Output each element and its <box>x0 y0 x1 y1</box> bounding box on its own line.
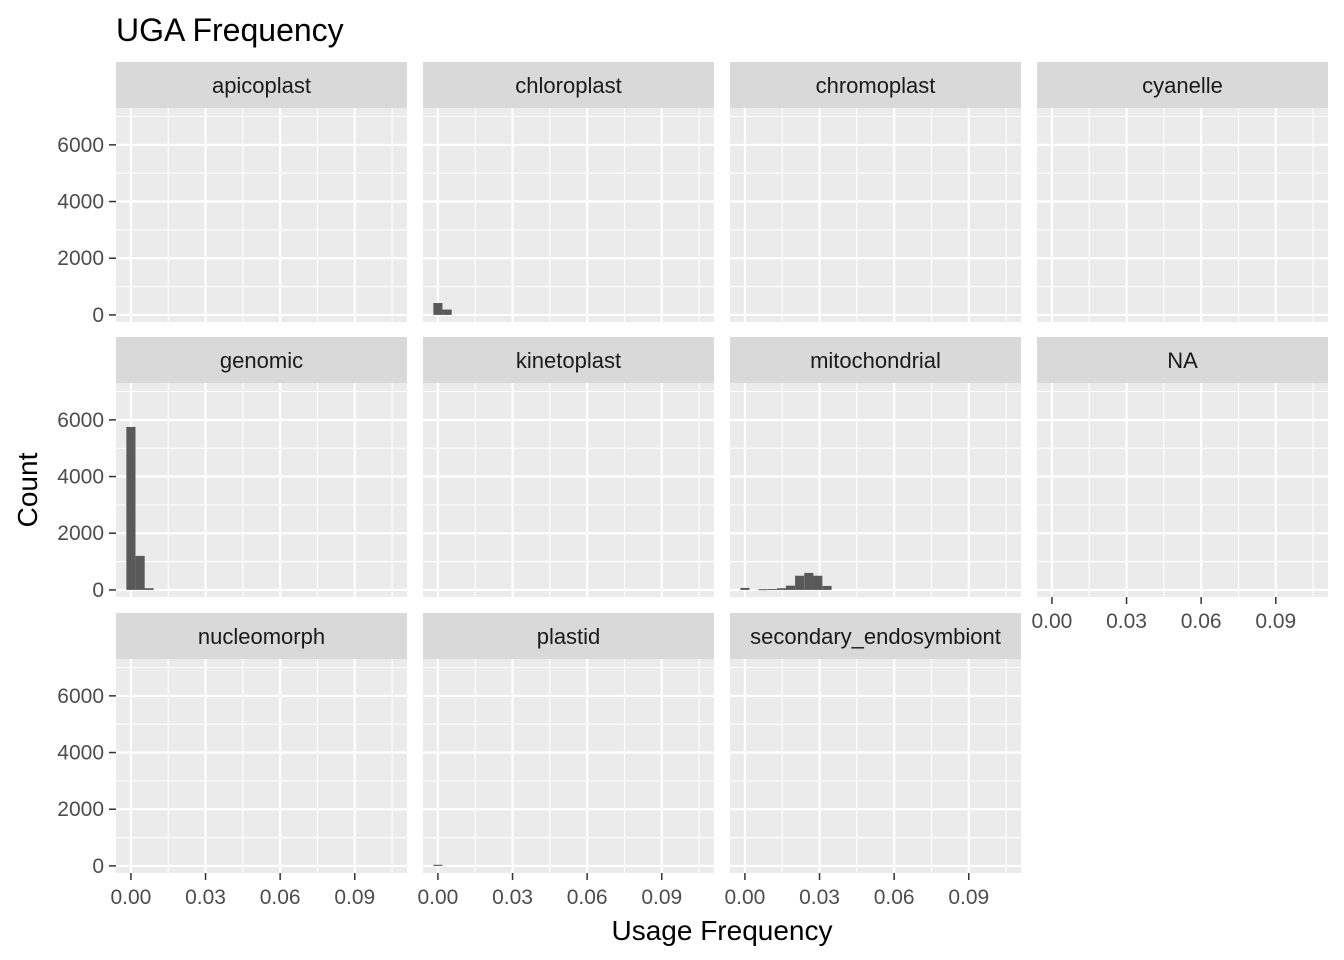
x-tick-label: 0.03 <box>1106 610 1147 633</box>
facet-strip-label: kinetoplast <box>516 348 621 373</box>
panel-background <box>730 383 1021 597</box>
y-axis-title: Count <box>12 452 43 527</box>
x-tick-label: 0.00 <box>110 886 151 909</box>
y-tick-label: 4000 <box>57 191 104 214</box>
panel-background <box>423 108 714 322</box>
panel-background <box>116 383 407 597</box>
histogram-bar <box>758 589 768 591</box>
y-tick-label: 6000 <box>57 409 104 432</box>
facet-plastid: plastid 0.00 0.03 0.06 0.09 <box>417 613 714 909</box>
panel-background <box>730 108 1021 322</box>
x-tick-label: 0.00 <box>1031 610 1072 633</box>
facet-apicoplast: apicoplast 0 2000 4000 6000 <box>57 62 407 327</box>
y-tick-label: 4000 <box>57 742 104 765</box>
facet-strip <box>423 613 714 659</box>
x-tick-label: 0.09 <box>641 886 682 909</box>
x-tick-label: 0.03 <box>492 886 533 909</box>
y-tick-label: 2000 <box>57 798 104 821</box>
panel-background <box>730 659 1021 873</box>
facet-genomic: genomic 0 2000 4000 6000 <box>57 337 407 602</box>
panel-background <box>1037 383 1328 597</box>
x-tick-label: 0.00 <box>724 886 765 909</box>
histogram-bar <box>785 585 796 590</box>
x-tick-label: 0.06 <box>874 886 915 909</box>
facet-strip-label: mitochondrial <box>810 348 941 373</box>
histogram-bar <box>144 588 154 590</box>
facet-strip-label: nucleomorph <box>198 624 325 649</box>
facet-strip-label: genomic <box>220 348 303 373</box>
y-tick-label: 0 <box>92 304 104 327</box>
histogram-bar <box>804 572 814 590</box>
panel-background <box>423 383 714 597</box>
panel-background <box>116 659 407 873</box>
histogram-bar <box>813 575 823 590</box>
x-tick-label: 0.09 <box>948 886 989 909</box>
histogram-bar <box>767 589 777 591</box>
histogram-bar <box>795 575 805 590</box>
histogram-bar <box>433 303 443 315</box>
x-tick-label: 0.00 <box>417 886 458 909</box>
histogram-bar <box>442 309 452 315</box>
histogram-bar <box>126 426 136 590</box>
histogram-bar <box>433 864 443 866</box>
facet-strip <box>116 337 407 383</box>
facet-kinetoplast: kinetoplast <box>423 337 714 597</box>
facet-strip-label: cyanelle <box>1142 73 1223 98</box>
facet-strip <box>116 613 407 659</box>
y-tick-label: 0 <box>92 855 104 878</box>
y-tick-label: 2000 <box>57 247 104 270</box>
facet-strip <box>730 613 1021 659</box>
panel-background <box>1037 108 1328 322</box>
facet-strip <box>1037 62 1328 108</box>
facet-panels: apicoplast 0 2000 4000 6000 chloroplast chromo… <box>57 62 1328 909</box>
histogram-bar <box>822 585 832 590</box>
y-tick-label: 6000 <box>57 134 104 157</box>
facet-strip-label: chromoplast <box>816 73 936 98</box>
facet-strip-label: apicoplast <box>212 73 311 98</box>
facet-strip <box>423 62 714 108</box>
facet-mitochondrial: mitochondrial <box>730 337 1021 597</box>
histogram-bar <box>776 588 787 590</box>
facet-strip <box>423 337 714 383</box>
y-tick-label: 4000 <box>57 466 104 489</box>
facet-strip <box>730 62 1021 108</box>
facet-cyanelle: cyanelle <box>1037 62 1328 322</box>
chart-title: UGA Frequency <box>116 12 344 48</box>
facet-strip-label: secondary_endosymbiont <box>750 624 1001 649</box>
panel-background <box>423 659 714 873</box>
x-axis-title: Usage Frequency <box>611 915 832 946</box>
x-tick-label: 0.03 <box>799 886 840 909</box>
facet-nucleomorph: nucleomorph 0 2000 4000 6000 0.00 0.03 0.06 0.09 <box>57 613 407 909</box>
panel-background <box>116 108 407 322</box>
x-tick-label: 0.09 <box>334 886 375 909</box>
x-tick-label: 0.06 <box>567 886 608 909</box>
y-tick-label: 6000 <box>57 685 104 708</box>
facet-strip <box>730 337 1021 383</box>
x-tick-label: 0.09 <box>1255 610 1296 633</box>
histogram-bar <box>740 587 750 590</box>
histogram-bar <box>135 555 145 590</box>
x-tick-label: 0.06 <box>1181 610 1222 633</box>
facet-strip <box>1037 337 1328 383</box>
facet-chromoplast: chromoplast <box>730 62 1021 322</box>
facet-na: NA 0.00 0.03 0.06 0.09 <box>1031 337 1328 633</box>
y-tick-label: 2000 <box>57 522 104 545</box>
facet-secondary_endosymbiont: secondary_endosymbiont 0.00 0.03 0.06 0.09 <box>724 613 1021 909</box>
facet-chloroplast: chloroplast <box>423 62 714 322</box>
x-tick-label: 0.06 <box>260 886 301 909</box>
x-tick-label: 0.03 <box>185 886 226 909</box>
y-tick-label: 0 <box>92 579 104 602</box>
facet-strip-label: plastid <box>537 624 601 649</box>
facet-strip <box>116 62 407 108</box>
facet-strip-label: NA <box>1167 348 1198 373</box>
facet-strip-label: chloroplast <box>515 73 621 98</box>
